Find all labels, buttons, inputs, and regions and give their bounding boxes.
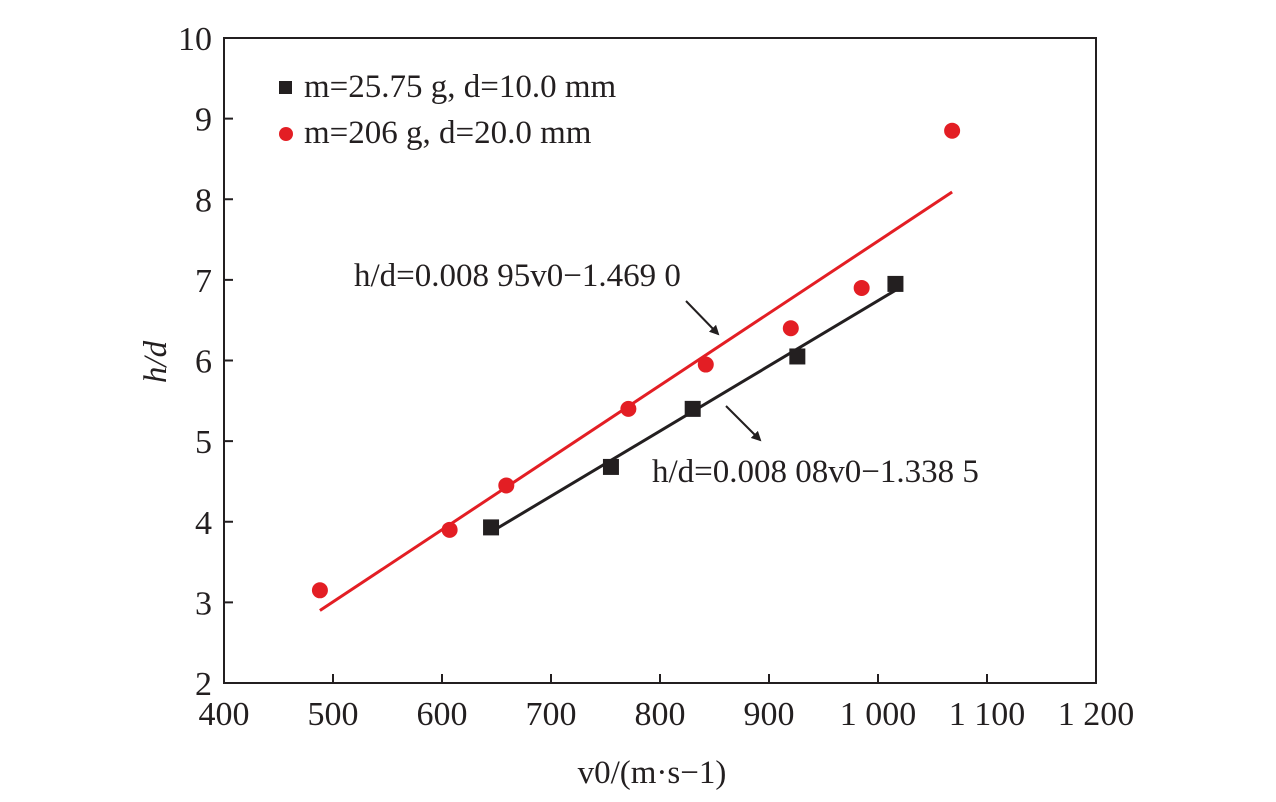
- y-tick-label: 2: [195, 666, 212, 703]
- y-tick-label: 6: [195, 344, 212, 381]
- y-tick-label: 8: [195, 182, 212, 219]
- data-point-circle: [782, 320, 799, 337]
- x-tick-label: 800: [635, 696, 686, 733]
- x-tick-label: 1 000: [840, 696, 917, 733]
- y-tick-label: 7: [195, 263, 212, 300]
- legend-marker-circle: [279, 127, 293, 141]
- x-tick-label: 700: [526, 696, 577, 733]
- data-point-square: [602, 458, 619, 475]
- y-tick-label: 3: [195, 585, 212, 622]
- y-tick-label: 10: [178, 21, 212, 58]
- annotation-arrow-black: [725, 405, 762, 442]
- x-tick-label: 900: [744, 696, 795, 733]
- data-point-circle: [944, 122, 961, 139]
- y-axis-title: h/d: [138, 340, 174, 383]
- x-axis-title: v0/(m·s−1): [578, 755, 727, 791]
- x-axis-ticks: 400 500 600 700 800 900 1 000 1 100 1 200: [199, 674, 1135, 733]
- y-axis-ticks: 2 3 4 5 6 7 8 9 10: [178, 21, 233, 703]
- legend-marker-square: [279, 81, 292, 94]
- data-points: [311, 122, 961, 599]
- data-point-circle: [311, 582, 328, 599]
- y-tick-label: 4: [195, 505, 212, 542]
- y-tick-label: 9: [195, 102, 212, 139]
- data-point-square: [684, 400, 701, 417]
- fit-lines: [319, 190, 953, 612]
- fit-equation-black: h/d=0.008 08v0−1.338 5: [652, 454, 979, 490]
- annotation-arrow-red: [685, 300, 720, 336]
- fit-equation-red: h/d=0.008 95v0−1.469 0: [354, 258, 681, 294]
- legend-label-series-1: m=25.75 g, d=10.0 mm: [304, 69, 617, 105]
- x-tick-label: 400: [199, 696, 250, 733]
- data-point-circle: [697, 356, 714, 373]
- legend-label-series-2: m=206 g, d=20.0 mm: [304, 115, 592, 151]
- x-tick-label: 600: [417, 696, 468, 733]
- data-point-circle: [853, 279, 870, 296]
- data-point-circle: [620, 400, 637, 417]
- x-tick-label: 1 100: [949, 696, 1026, 733]
- data-point-circle: [498, 477, 515, 494]
- data-point-square: [887, 275, 904, 292]
- data-point-circle: [441, 521, 458, 538]
- x-tick-label: 500: [308, 696, 359, 733]
- fit-line-series-2: [319, 190, 953, 612]
- x-tick-label: 1 200: [1058, 696, 1135, 733]
- legend: m=25.75 g, d=10.0 mm m=206 g, d=20.0 mm: [279, 69, 617, 151]
- y-tick-label: 5: [195, 424, 212, 461]
- data-point-square: [483, 519, 500, 536]
- data-point-square: [789, 348, 806, 365]
